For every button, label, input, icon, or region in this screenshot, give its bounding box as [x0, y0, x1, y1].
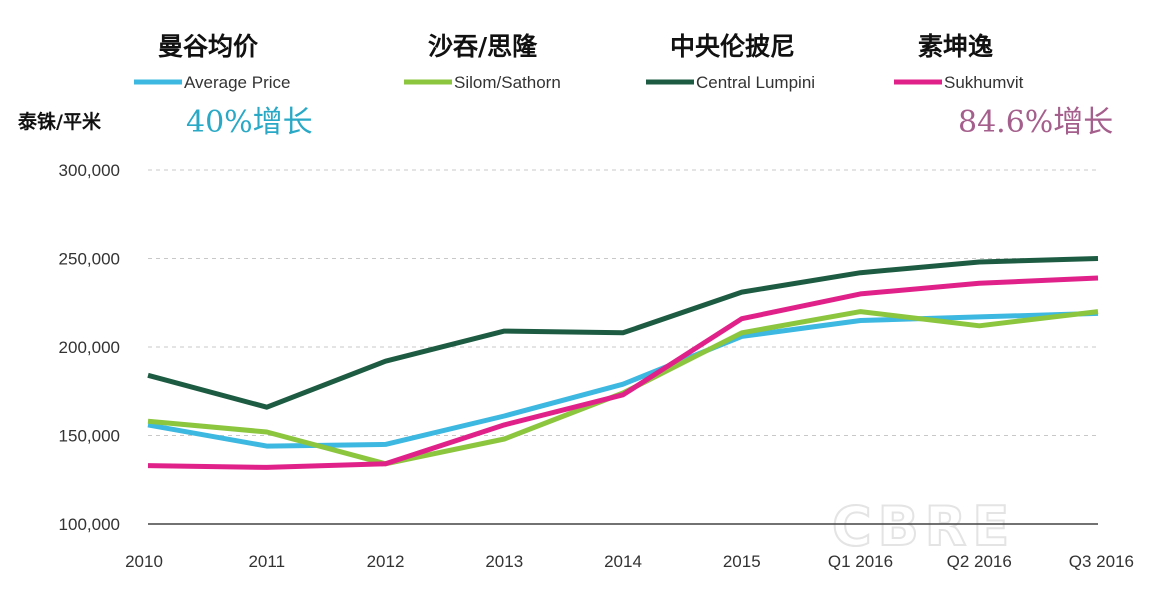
legend: 曼谷均价 Average Price 沙吞/思隆 Silom/Sathorn 中央伦披尼…: [134, 32, 1024, 92]
y-axis-label: 泰铢/平米: [17, 110, 102, 133]
x-tick-label: Q1 2016: [828, 552, 893, 571]
x-tick-label: Q2 2016: [947, 552, 1012, 571]
y-tick-labels: 100,000 150,000 200,000 250,000 300,000: [59, 161, 120, 534]
legend-cn-title: 中央伦披尼: [670, 32, 795, 61]
series-line-sukhumvit: [147, 275, 1099, 470]
legend-cn-title: 曼谷均价: [158, 32, 259, 61]
x-tick-label: Q3 2016: [1069, 552, 1134, 571]
x-tick-labels: 2010 2011 2012 2013 2014 2015 Q1 2016 Q2 2016 Q3…: [125, 552, 1134, 571]
y-tick-label: 100,000: [59, 515, 120, 534]
legend-label: Central Lumpini: [696, 73, 815, 92]
x-tick-label: 2012: [367, 552, 405, 571]
annotation-sukhumvit-growth: 84.6%增长: [958, 105, 1113, 140]
legend-label: Sukhumvit: [944, 73, 1024, 92]
x-tick-label: 2010: [125, 552, 163, 571]
y-tick-label: 200,000: [59, 338, 120, 357]
series-lines: [147, 256, 1099, 470]
y-tick-label: 250,000: [59, 250, 120, 269]
legend-cn-title: 素坤逸: [918, 32, 993, 61]
series-line-central-lumpini: [147, 256, 1099, 410]
series-line-average-price: [147, 310, 1099, 449]
x-tick-label: 2011: [248, 552, 285, 571]
x-tick-label: 2014: [604, 552, 642, 571]
annotation-average-growth: 40%增长: [186, 105, 313, 140]
legend-cn-title: 沙吞/思隆: [428, 32, 538, 61]
y-tick-label: 300,000: [59, 161, 120, 180]
x-tick-label: 2015: [723, 552, 761, 571]
watermark: CBRE: [832, 495, 1015, 558]
grid-lines: [148, 169, 1098, 525]
legend-label: Silom/Sathorn: [454, 73, 561, 92]
y-tick-label: 150,000: [59, 427, 120, 446]
x-tick-label: 2013: [485, 552, 523, 571]
legend-label: Average Price: [184, 73, 290, 92]
